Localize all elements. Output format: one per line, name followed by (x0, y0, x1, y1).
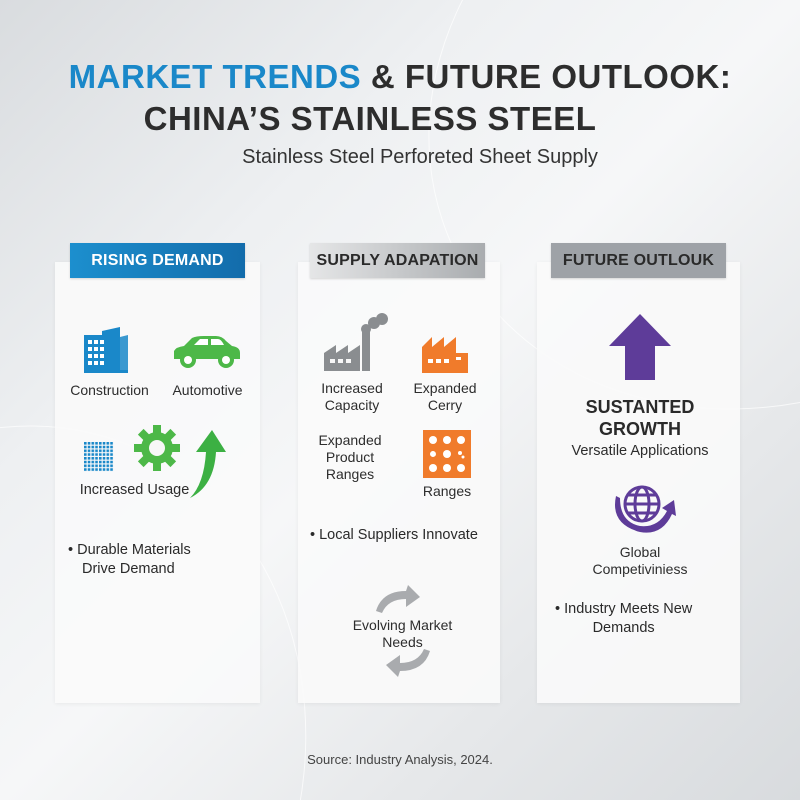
page-subtitle: Stainless Steel Perforeted Sheet Supply (242, 146, 598, 168)
factory-smoke-icon (324, 313, 388, 371)
label-evolving-market-needs: Evolving Market Needs (352, 617, 453, 650)
title-rest: & FUTURE OUTLOOK: (361, 58, 732, 95)
label-ranges: Ranges (422, 483, 472, 499)
gear-icon (134, 425, 180, 471)
bullet-line: • Durable Materials (68, 542, 191, 558)
label-automotive: Automotive (172, 382, 243, 398)
panel-header-future-outlook: FUTURE OUTLOUK (551, 243, 726, 278)
perforated-grid-icon (84, 442, 114, 472)
title-accent: MARKET TRENDS (68, 58, 362, 95)
building-icon (84, 327, 128, 373)
up-arrow-icon (609, 314, 671, 380)
globe-arrow-icon (615, 485, 676, 533)
panel-header-supply-adaptation: SUPPLY ADAPATION (310, 243, 485, 278)
up-arrow-curve-icon (190, 430, 226, 498)
label-increased-usage: Increased Usage (79, 482, 190, 498)
perforated-sheet-icon (423, 430, 471, 478)
panel-header-rising-demand: RISING DEMAND (70, 243, 245, 278)
bullet-line: Drive Demand (82, 561, 175, 577)
sustained-growth-heading: SUSTANTED GROWTH (585, 397, 695, 439)
refresh-cycle-icon (376, 585, 430, 677)
label-expanded-cerry: Expanded Cerry (413, 380, 477, 413)
page-title-line1: MARKET TRENDS & FUTURE OUTLOOK: (0, 58, 800, 96)
page-title-line2: CHINA’S STAINLESS STEEL (143, 100, 597, 137)
bullet-local-suppliers: • Local Suppliers Innovate (310, 527, 478, 543)
label-construction: Construction (70, 382, 149, 398)
label-expanded-product-ranges: Expanded Product Ranges (318, 432, 382, 482)
panel-supply-adaptation (298, 262, 500, 703)
bullet-industry-meets: • Industry Meets New Demands (555, 601, 693, 636)
car-icon (174, 336, 240, 368)
bullet-durable-materials: • Durable Materials Drive Demand (68, 541, 191, 579)
label-increased-capacity: Increased Capacity (321, 380, 383, 413)
source-note: Source: Industry Analysis, 2024. (307, 752, 493, 767)
label-global-competitiveness: Global Competiviniess (592, 544, 688, 577)
label-versatile-applications: Versatile Applications (571, 443, 709, 459)
factory-orange-icon (422, 337, 468, 373)
